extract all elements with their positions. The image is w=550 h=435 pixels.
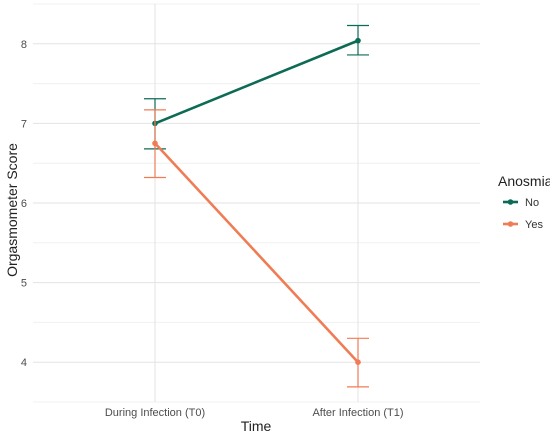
legend-title: Anosmia xyxy=(498,173,550,189)
y-axis-label: Orgasmometer Score xyxy=(4,143,20,277)
y-tick-label: 6 xyxy=(21,198,27,210)
x-axis-label: Time xyxy=(241,418,272,434)
legend-item-no: No xyxy=(503,197,539,209)
series-line xyxy=(153,39,360,125)
x-tick-label: During Infection (T0) xyxy=(105,407,205,419)
data-point xyxy=(355,37,361,44)
legend-label: Yes xyxy=(525,219,543,231)
x-tick-label: After Infection (T1) xyxy=(312,407,403,419)
y-tick-label: 5 xyxy=(21,278,27,290)
series-layer xyxy=(144,24,369,388)
y-tick-label: 8 xyxy=(21,39,27,51)
grid-lines xyxy=(33,3,480,403)
legend-item-yes: Yes xyxy=(503,219,543,231)
series-yes xyxy=(144,109,369,388)
series-no xyxy=(144,24,369,150)
y-tick-label: 4 xyxy=(21,357,27,369)
legend-swatch-point xyxy=(507,199,514,205)
legend-label: No xyxy=(525,197,539,209)
y-tick-labels: 4 5 6 7 8 xyxy=(21,39,27,369)
series-line xyxy=(153,142,360,364)
data-point xyxy=(355,359,361,366)
y-tick-label: 7 xyxy=(21,118,27,130)
data-point xyxy=(152,140,158,147)
x-tick-labels: During Infection (T0) After Infection (T1… xyxy=(105,407,404,419)
legend: Anosmia No Yes xyxy=(498,173,550,231)
legend-swatch-point xyxy=(507,221,514,227)
